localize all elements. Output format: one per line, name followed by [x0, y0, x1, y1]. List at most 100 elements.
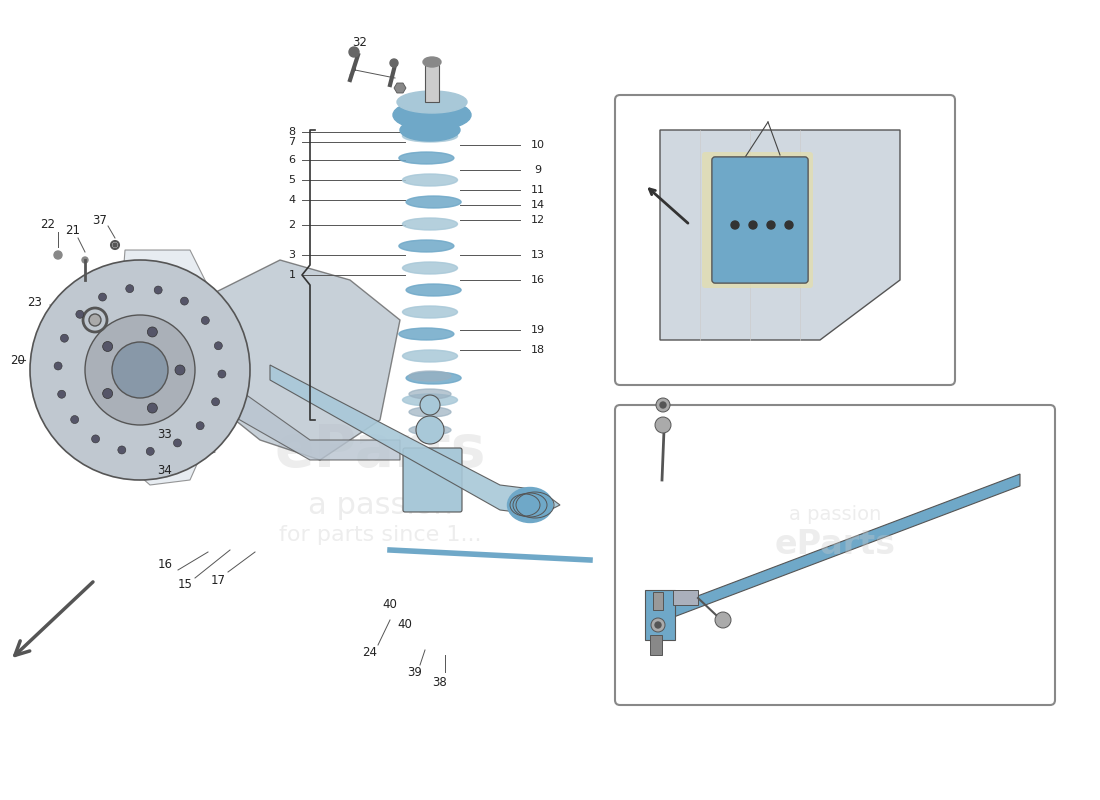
Ellipse shape	[409, 389, 451, 399]
Text: 25: 25	[1018, 538, 1033, 551]
Text: 15: 15	[177, 578, 192, 591]
Polygon shape	[673, 590, 698, 605]
FancyBboxPatch shape	[702, 152, 813, 288]
Text: 21: 21	[66, 223, 80, 237]
FancyBboxPatch shape	[615, 95, 955, 385]
Text: 16: 16	[531, 275, 544, 285]
Circle shape	[715, 612, 732, 628]
Text: 35: 35	[874, 329, 890, 342]
Text: 6: 6	[288, 155, 296, 165]
Circle shape	[54, 251, 62, 259]
FancyBboxPatch shape	[712, 157, 808, 283]
Circle shape	[147, 403, 157, 413]
Ellipse shape	[399, 240, 454, 252]
Text: 32: 32	[353, 35, 367, 49]
Text: 8: 8	[288, 127, 296, 137]
Circle shape	[54, 362, 62, 370]
Ellipse shape	[406, 108, 461, 120]
Text: 37: 37	[92, 214, 108, 226]
Ellipse shape	[403, 394, 458, 406]
Circle shape	[175, 365, 185, 375]
Text: a passion: a passion	[308, 490, 452, 519]
Text: 30: 30	[671, 678, 685, 691]
Text: 35: 35	[878, 318, 892, 331]
Circle shape	[218, 370, 226, 378]
Text: 24: 24	[363, 646, 377, 658]
Text: 23: 23	[28, 295, 43, 309]
Polygon shape	[394, 83, 406, 93]
Circle shape	[113, 243, 117, 247]
Polygon shape	[110, 250, 230, 485]
Ellipse shape	[403, 174, 458, 186]
Text: 20: 20	[11, 354, 25, 366]
Text: 38: 38	[432, 675, 448, 689]
Ellipse shape	[403, 262, 458, 274]
Circle shape	[785, 221, 793, 229]
Text: 39: 39	[408, 666, 422, 678]
Ellipse shape	[403, 218, 458, 230]
Circle shape	[651, 618, 666, 632]
Text: 5: 5	[288, 175, 296, 185]
Circle shape	[196, 422, 205, 430]
Text: 27: 27	[718, 678, 734, 691]
Circle shape	[732, 221, 739, 229]
Ellipse shape	[409, 371, 451, 381]
Ellipse shape	[424, 57, 441, 67]
Circle shape	[118, 446, 125, 454]
Circle shape	[30, 260, 250, 480]
Circle shape	[420, 395, 440, 415]
Circle shape	[654, 622, 661, 628]
Text: 17: 17	[210, 574, 225, 586]
Polygon shape	[200, 260, 400, 460]
FancyBboxPatch shape	[615, 405, 1055, 705]
Ellipse shape	[409, 407, 451, 417]
Text: 30: 30	[638, 418, 652, 431]
Polygon shape	[425, 65, 439, 102]
Ellipse shape	[399, 152, 454, 164]
Text: 36: 36	[760, 103, 775, 117]
Circle shape	[125, 285, 134, 293]
Ellipse shape	[393, 100, 471, 130]
Circle shape	[656, 398, 670, 412]
Polygon shape	[660, 130, 900, 340]
Circle shape	[180, 297, 188, 305]
Text: 13: 13	[531, 250, 544, 260]
Bar	[653, 592, 663, 610]
Circle shape	[146, 447, 154, 455]
Text: eParts: eParts	[774, 529, 895, 562]
Ellipse shape	[409, 425, 451, 435]
Ellipse shape	[406, 196, 461, 208]
Ellipse shape	[507, 487, 552, 522]
FancyBboxPatch shape	[403, 448, 462, 512]
Circle shape	[82, 257, 88, 263]
Text: 11: 11	[531, 185, 544, 195]
Text: 28: 28	[760, 669, 775, 682]
Circle shape	[70, 415, 79, 423]
Ellipse shape	[406, 372, 461, 384]
Circle shape	[112, 342, 168, 398]
Polygon shape	[170, 330, 400, 460]
Circle shape	[154, 286, 162, 294]
Text: 40: 40	[397, 618, 412, 631]
Circle shape	[416, 416, 444, 444]
Polygon shape	[645, 590, 675, 640]
Circle shape	[211, 398, 220, 406]
Ellipse shape	[403, 350, 458, 362]
Text: 1: 1	[288, 270, 296, 280]
Circle shape	[201, 317, 209, 325]
Circle shape	[654, 417, 671, 433]
Text: 33: 33	[157, 429, 173, 442]
Text: 9: 9	[535, 165, 541, 175]
Circle shape	[767, 221, 775, 229]
Ellipse shape	[403, 306, 458, 318]
Text: 14: 14	[531, 200, 546, 210]
Text: for parts since 1...: for parts since 1...	[278, 525, 482, 545]
Ellipse shape	[403, 130, 458, 142]
Text: a passion: a passion	[789, 506, 881, 525]
Circle shape	[99, 293, 107, 301]
Circle shape	[147, 327, 157, 337]
Text: 29: 29	[638, 443, 652, 457]
Text: 18: 18	[531, 345, 546, 355]
Ellipse shape	[399, 328, 454, 340]
Circle shape	[91, 435, 100, 443]
